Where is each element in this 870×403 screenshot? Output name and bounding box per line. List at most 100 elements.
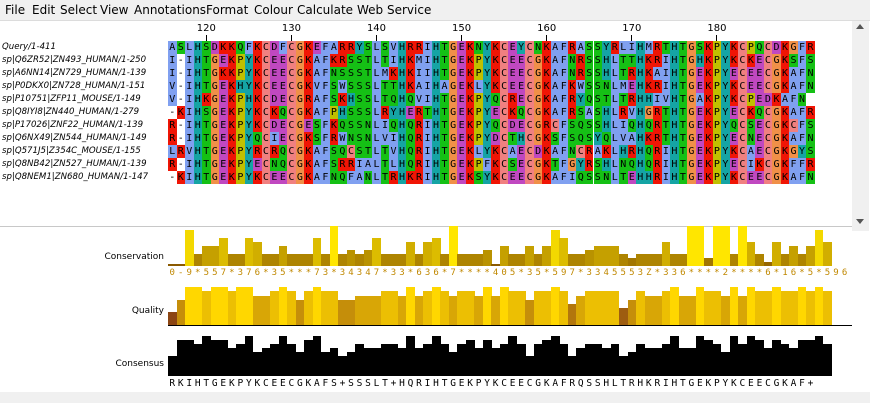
residue[interactable]: F (797, 67, 807, 80)
residue[interactable]: T (202, 80, 211, 93)
residue[interactable]: Q (644, 158, 654, 171)
residue[interactable]: F (797, 171, 807, 184)
residue[interactable]: - (177, 68, 184, 79)
residue[interactable]: D (491, 132, 500, 145)
residue[interactable]: K (644, 54, 654, 67)
sequence-name[interactable]: Query/1-411 (2, 42, 56, 52)
residue[interactable]: Y (482, 145, 492, 158)
residue[interactable]: C (287, 67, 296, 80)
residue[interactable]: G (772, 67, 781, 80)
residue[interactable]: S (584, 41, 594, 54)
residue[interactable]: R (806, 41, 815, 54)
residue[interactable]: H (431, 158, 441, 171)
residue[interactable]: C (738, 54, 747, 67)
residue[interactable]: E (695, 80, 705, 93)
residue[interactable]: C (763, 171, 773, 184)
residue[interactable]: G (295, 145, 305, 158)
residue[interactable]: K (704, 145, 713, 158)
residue[interactable]: D (270, 119, 279, 132)
residue[interactable]: F (559, 171, 568, 184)
residue[interactable]: K (704, 67, 713, 80)
residue[interactable]: E (755, 93, 764, 106)
residue[interactable]: K (729, 80, 739, 93)
residue[interactable]: A (576, 41, 585, 54)
residue[interactable]: H (193, 145, 203, 158)
residue[interactable]: M (619, 80, 628, 93)
residue[interactable]: T (380, 80, 390, 93)
residue[interactable]: I (619, 119, 628, 132)
residue[interactable]: P (712, 106, 722, 119)
residue[interactable]: T (440, 145, 449, 158)
residue[interactable]: N (602, 80, 611, 93)
residue[interactable]: R (168, 132, 177, 145)
residue[interactable]: I (270, 132, 279, 145)
residue[interactable]: Q (627, 119, 637, 132)
residue[interactable]: F (559, 119, 568, 132)
residue[interactable]: R (346, 158, 356, 171)
residue[interactable]: N (746, 132, 756, 145)
residue[interactable]: K (304, 158, 313, 171)
residue[interactable]: N (797, 93, 807, 106)
residue[interactable]: G (448, 171, 458, 184)
residue[interactable]: S (363, 41, 373, 54)
residue[interactable]: Y (244, 106, 254, 119)
residue[interactable]: H (397, 93, 407, 106)
residue[interactable]: K (304, 171, 313, 184)
residue[interactable]: E (219, 158, 228, 171)
menu-select[interactable]: Select (60, 3, 98, 17)
residue[interactable]: E (270, 171, 279, 184)
residue[interactable]: I (423, 132, 432, 145)
residue[interactable]: K (465, 54, 475, 67)
residue[interactable]: H (602, 119, 611, 132)
residue[interactable]: P (474, 106, 483, 119)
residue[interactable]: K (704, 119, 713, 132)
horizontal-scrollbar[interactable] (0, 392, 870, 403)
residue[interactable]: - (177, 120, 184, 131)
residue[interactable]: F (797, 41, 807, 54)
residue[interactable]: K (304, 54, 313, 67)
residue[interactable]: T (678, 158, 688, 171)
residue[interactable]: K (219, 41, 228, 54)
residue[interactable]: T (380, 93, 390, 106)
residue[interactable]: R (338, 54, 347, 67)
residue[interactable]: C (763, 41, 773, 54)
residue[interactable]: F (797, 158, 807, 171)
residue[interactable]: R (414, 119, 424, 132)
residue[interactable]: G (533, 132, 543, 145)
residue[interactable]: Y (482, 93, 492, 106)
residue[interactable]: E (695, 132, 705, 145)
residue[interactable]: A (653, 67, 662, 80)
residue[interactable]: V (380, 132, 390, 145)
residue[interactable]: I (661, 80, 671, 93)
residue[interactable]: - (177, 81, 184, 92)
residue[interactable]: G (210, 67, 220, 80)
residue[interactable]: L (610, 158, 620, 171)
residue[interactable]: E (457, 158, 466, 171)
residue[interactable]: T (202, 67, 211, 80)
residue[interactable]: Y (721, 80, 730, 93)
residue[interactable]: R (414, 41, 424, 54)
residue[interactable]: P (474, 67, 483, 80)
residue[interactable]: I (423, 171, 432, 184)
residue[interactable]: I (567, 171, 577, 184)
residue[interactable]: I (423, 67, 432, 80)
residue[interactable]: W (576, 80, 585, 93)
residue[interactable]: V (389, 41, 398, 54)
residue[interactable]: G (295, 54, 305, 67)
residue[interactable]: K (704, 80, 713, 93)
residue[interactable]: S (584, 67, 594, 80)
residue[interactable]: K (304, 132, 313, 145)
residue[interactable]: R (508, 93, 517, 106)
residue[interactable]: T (678, 106, 688, 119)
residue[interactable]: C (525, 158, 534, 171)
residue[interactable]: F (482, 158, 492, 171)
residue[interactable]: R (168, 119, 177, 132)
residue[interactable]: H (397, 41, 407, 54)
residue[interactable]: C (287, 106, 296, 119)
residue[interactable]: F (321, 80, 330, 93)
residue[interactable]: I (168, 67, 177, 80)
residue[interactable]: T (678, 145, 688, 158)
residue[interactable]: E (516, 158, 526, 171)
residue[interactable]: T (202, 119, 211, 132)
residue[interactable]: H (397, 171, 407, 184)
